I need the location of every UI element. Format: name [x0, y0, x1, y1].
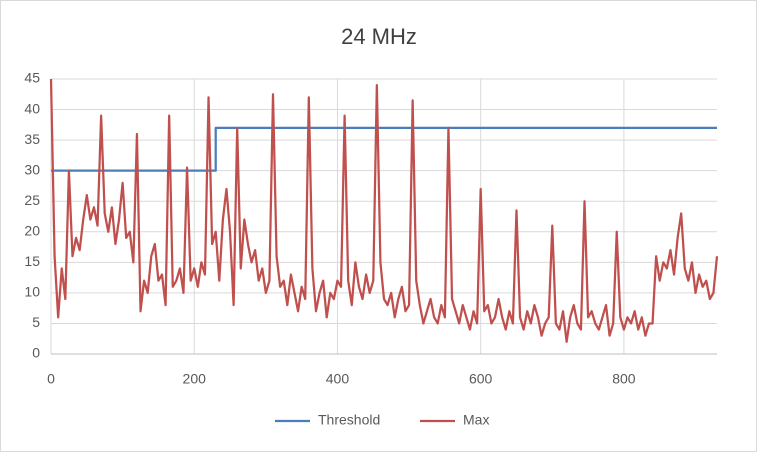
y-tick-label: 0 [32, 345, 40, 361]
y-tick-label: 20 [24, 222, 40, 238]
x-tick-label: 0 [47, 371, 55, 387]
series-line [49, 78, 719, 343]
x-tick-label: 400 [326, 371, 350, 387]
x-tick-label: 200 [183, 371, 207, 387]
y-tick-label: 5 [32, 314, 40, 330]
chart-title: 24 MHz [341, 24, 417, 49]
y-tick-label: 35 [24, 131, 40, 147]
y-tick-label: 10 [24, 284, 40, 300]
y-tick-label: 25 [24, 192, 40, 208]
legend-label: Max [463, 412, 489, 428]
y-tick-label: 45 [24, 70, 40, 86]
x-tick-label: 600 [469, 371, 493, 387]
legend-label: Threshold [318, 412, 380, 428]
y-tick-label: 40 [24, 100, 40, 116]
series-line [51, 126, 717, 172]
y-tick-label: 15 [24, 253, 40, 269]
y-tick-label: 30 [24, 161, 40, 177]
x-tick-label: 800 [612, 371, 636, 387]
